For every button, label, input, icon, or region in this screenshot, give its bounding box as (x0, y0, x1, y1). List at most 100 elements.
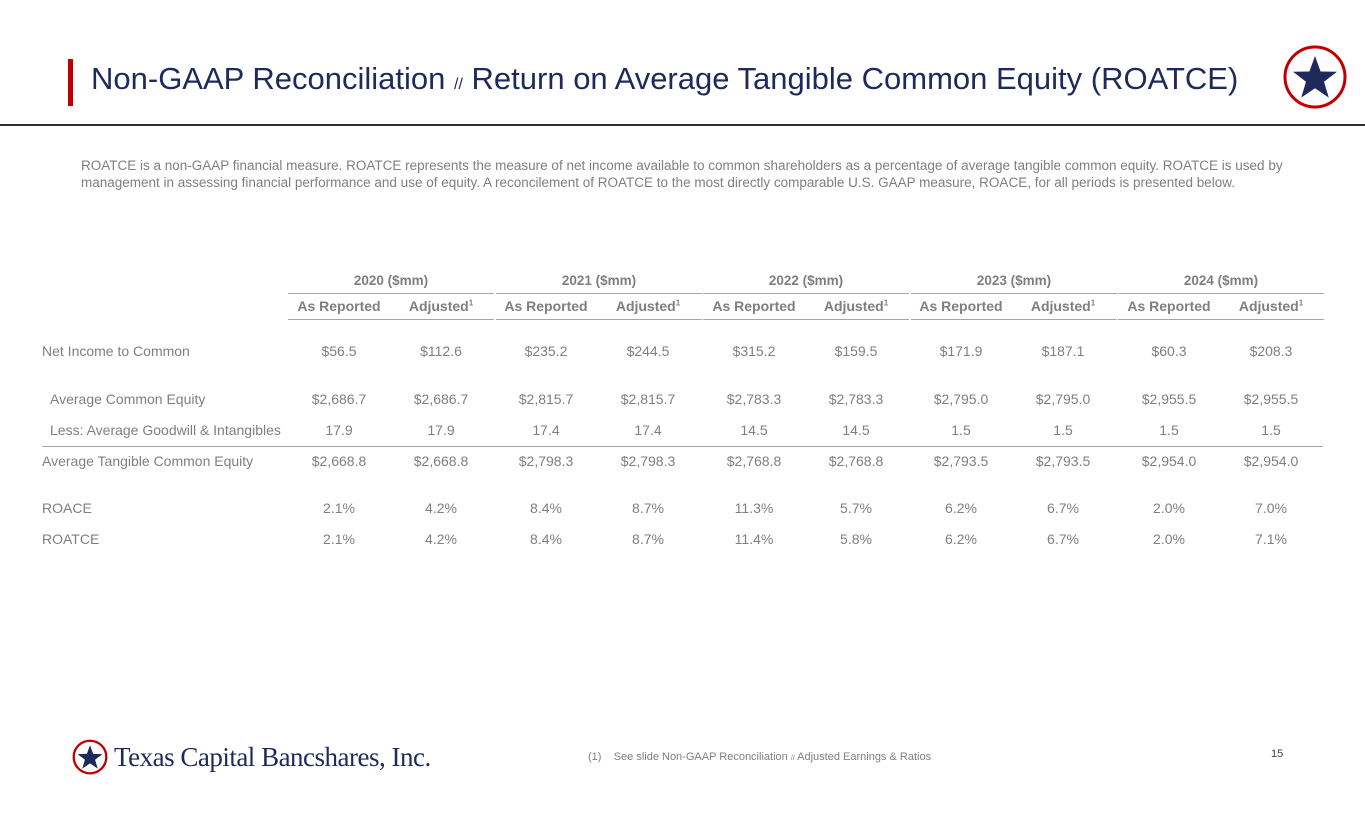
footer-logo: Texas Capital Bancshares, Inc. (72, 739, 431, 775)
table-cell: $2,795.0 (933, 391, 989, 407)
table-cell: $2,798.3 (518, 453, 574, 469)
table-cell: 1.5 (1261, 422, 1281, 438)
subheader-divider (1118, 319, 1324, 320)
table-cell: $2,954.0 (1141, 453, 1197, 469)
table-cell: $2,668.8 (413, 453, 469, 469)
row-label: Average Tangible Common Equity (42, 453, 254, 469)
footnote-text-right: Adjusted Earnings & Ratios (797, 751, 932, 763)
table-cell: 2.1% (323, 500, 355, 516)
table-cell: $2,793.5 (933, 453, 989, 469)
star-logo-icon (1283, 45, 1347, 109)
table-cell: $2,815.7 (620, 391, 676, 407)
table-cell: 17.4 (532, 422, 560, 438)
table-cell: 11.3% (734, 500, 774, 516)
table-cell: 6.2% (945, 531, 977, 547)
footnote-text-left: See slide Non-GAAP Reconciliation (613, 751, 788, 763)
table-cell: $235.2 (524, 343, 568, 359)
table-cell: $159.5 (834, 343, 878, 359)
intro-paragraph: ROATCE is a non-GAAP financial measure. … (81, 158, 1283, 190)
table-cell: 4.2% (425, 531, 457, 547)
table-cell: $56.5 (321, 343, 357, 359)
table-cell: $112.6 (420, 343, 462, 359)
title-right: Return on Average Tangible Common Equity… (471, 61, 1239, 96)
table-cell: $2,815.7 (518, 391, 574, 407)
col-header-as-reported: As Reported (504, 298, 588, 314)
table-cell: 5.8% (840, 531, 872, 547)
table-cell: 5.7% (840, 500, 872, 516)
adjusted-label: Adjusted (823, 298, 884, 314)
title-separator: // (454, 76, 463, 93)
table-cell: $315.2 (732, 343, 776, 359)
year-divider (703, 293, 909, 294)
table-cell: 1.5 (951, 422, 971, 438)
row-label: ROACE (42, 500, 92, 516)
table-cell: $2,955.5 (1243, 391, 1299, 407)
year-divider (1118, 293, 1324, 294)
table-cell: $244.5 (626, 343, 670, 359)
col-header-adjusted: Adjusted1 (1013, 298, 1113, 314)
table-cell: $2,686.7 (311, 391, 367, 407)
year-divider (911, 293, 1117, 294)
row-label: ROATCE (42, 531, 100, 547)
table-cell: 14.5 (740, 422, 768, 438)
footnote-marker: 1 (883, 298, 889, 308)
adjusted-label: Adjusted (615, 298, 676, 314)
table-cell: 6.7% (1047, 500, 1079, 516)
col-header-as-reported: As Reported (712, 298, 796, 314)
row-label: Net Income to Common (42, 343, 190, 359)
year-header: 2024 ($mm) (1183, 273, 1259, 288)
footer-star-icon (72, 739, 108, 775)
table-cell: $171.9 (939, 343, 983, 359)
table-cell: 2.0% (1153, 500, 1185, 516)
footnote-marker: 1 (675, 298, 681, 308)
footnote: (1) See slide Non-GAAP Reconciliation //… (588, 751, 931, 763)
table-cell: $2,798.3 (620, 453, 676, 469)
table-cell: 2.1% (323, 531, 355, 547)
footnote-marker: 1 (1298, 298, 1304, 308)
table-cell: 6.7% (1047, 531, 1079, 547)
table-cell: 7.0% (1255, 500, 1287, 516)
title-left: Non-GAAP Reconciliation (91, 61, 446, 96)
subheader-divider (496, 319, 702, 320)
table-cell: 2.0% (1153, 531, 1185, 547)
year-header: 2021 ($mm) (561, 273, 637, 288)
table-cell: 6.2% (945, 500, 977, 516)
table-cell: $2,783.3 (828, 391, 884, 407)
year-header: 2022 ($mm) (768, 273, 844, 288)
table-cell: $2,768.8 (726, 453, 782, 469)
table-cell: 1.5 (1053, 422, 1073, 438)
col-header-adjusted: Adjusted1 (391, 298, 491, 314)
col-header-as-reported: As Reported (919, 298, 1003, 314)
table-cell: $60.3 (1151, 343, 1187, 359)
subheader-divider (288, 319, 494, 320)
table-cell: 8.4% (530, 500, 562, 516)
col-header-as-reported: As Reported (1127, 298, 1211, 314)
row-label: Average Common Equity (50, 391, 206, 407)
table-cell: 8.4% (530, 531, 562, 547)
table-cell: $2,954.0 (1243, 453, 1299, 469)
table-cell: 17.4 (634, 422, 662, 438)
footnote-separator: // (790, 755, 795, 762)
total-rule (42, 446, 1323, 447)
table-cell: $2,668.8 (311, 453, 367, 469)
footnote-marker: 1 (1090, 298, 1096, 308)
adjusted-label: Adjusted (408, 298, 469, 314)
table-cell: 11.4% (734, 531, 774, 547)
page-number: 15 (1271, 748, 1284, 760)
table-cell: 17.9 (325, 422, 353, 438)
year-header: 2020 ($mm) (353, 273, 429, 288)
table-cell: 1.5 (1159, 422, 1179, 438)
table-cell: 8.7% (632, 531, 664, 547)
year-header: 2023 ($mm) (976, 273, 1052, 288)
adjusted-label: Adjusted (1238, 298, 1299, 314)
row-label: Less: Average Goodwill & Intangibles (50, 422, 281, 438)
table-cell: $2,795.0 (1035, 391, 1091, 407)
table-cell: $208.3 (1249, 343, 1293, 359)
table-cell: $2,793.5 (1035, 453, 1091, 469)
table-cell: 14.5 (842, 422, 870, 438)
col-header-adjusted: Adjusted1 (806, 298, 906, 314)
table-cell: $2,768.8 (828, 453, 884, 469)
table-cell: $2,955.5 (1141, 391, 1197, 407)
subheader-divider (911, 319, 1117, 320)
title-accent-bar (68, 59, 73, 106)
